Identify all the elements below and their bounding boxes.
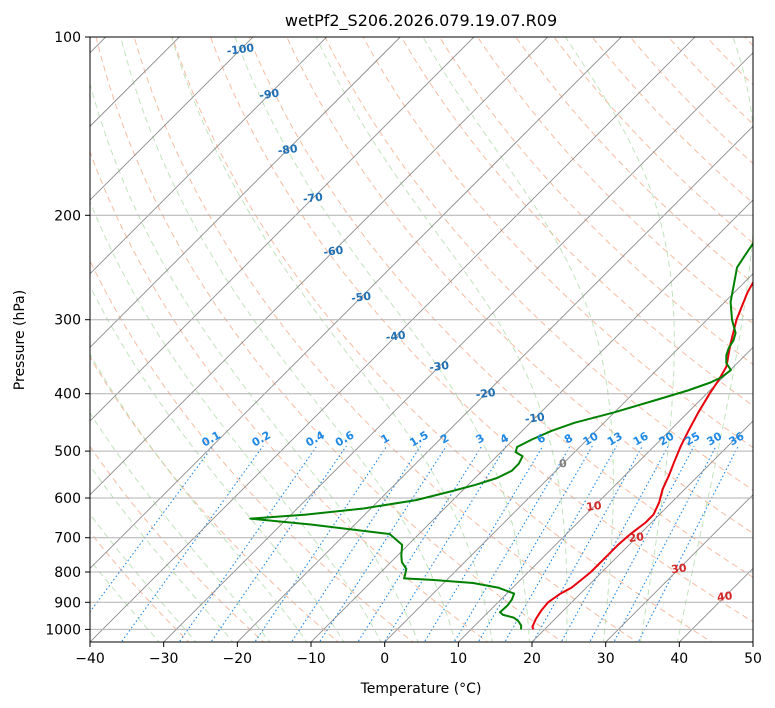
y-axis-label: Pressure (hPa) (12, 290, 28, 390)
isotherm-label: -100 (226, 41, 255, 58)
dry-adiabat (324, 37, 753, 491)
isotherm-line (310, 199, 753, 642)
isotherm-line (163, 52, 753, 642)
mixing-ratio-line (383, 445, 507, 642)
isotherm-label: 10 (585, 499, 602, 514)
mixing-ratio-line (637, 445, 739, 642)
isotherm-label: -80 (277, 142, 299, 158)
isotherm-label: 40 (716, 589, 733, 604)
isotherm-label: -20 (475, 386, 497, 402)
isotherm-line (90, 37, 254, 201)
isotherm-line (90, 37, 622, 570)
y-tick-label: 200 (54, 208, 81, 224)
x-tick-label: −20 (223, 651, 253, 667)
isotherm-line (236, 125, 753, 642)
dry-adiabat (400, 37, 753, 407)
moist-adiabat (90, 81, 419, 642)
x-tick-label: −40 (75, 651, 105, 667)
y-tick-label: 900 (54, 595, 81, 611)
mixing-ratio-line (357, 445, 483, 642)
isotherm-label: -10 (524, 410, 546, 426)
mixing-ratio-line (560, 445, 669, 642)
moist-adiabat (90, 200, 382, 642)
x-tick-label: 50 (744, 651, 762, 667)
x-tick-label: −30 (149, 651, 179, 667)
isotherm-label: -60 (323, 243, 345, 259)
isotherm-label: 20 (628, 530, 645, 545)
y-axis-ticks: 100 200 300 400 500 600 700 800 900 1000 (45, 30, 90, 638)
y-tick-label: 700 (54, 531, 81, 547)
mixing-ratio-line (423, 445, 544, 642)
dry-adiabat (286, 37, 753, 534)
isotherm-line (605, 494, 753, 642)
dry-adiabat (477, 37, 753, 325)
y-tick-label: 800 (54, 565, 81, 581)
isotherm-line (384, 273, 753, 642)
mixing-ratio-line (613, 445, 717, 642)
isotherm-line (90, 37, 475, 422)
dry-adiabat (90, 259, 414, 642)
isotherm-label: -40 (385, 328, 407, 344)
isotherm-line (90, 37, 696, 642)
isotherm-line (90, 37, 549, 496)
x-tick-label: 40 (670, 651, 688, 667)
dry-adiabat (362, 37, 753, 449)
isotherm-label: -50 (350, 289, 372, 305)
y-tick-label: 1000 (45, 622, 81, 638)
x-tick-label: 20 (523, 651, 541, 667)
dry-adiabat (438, 37, 753, 366)
mixing-ratio-line (120, 445, 264, 642)
isotherm-line (90, 37, 180, 127)
x-tick-label: 30 (597, 651, 615, 667)
y-tick-label: 600 (54, 491, 81, 507)
mixing-ratio-line (178, 445, 318, 642)
x-tick-label: −10 (296, 651, 326, 667)
mixing-ratio-line (453, 445, 571, 642)
y-tick-label: 400 (54, 387, 81, 403)
isobar-gridlines (90, 37, 753, 630)
mixing-ratio-line (532, 445, 643, 642)
isotherm-label: 30 (670, 561, 687, 576)
isotherm-label: -30 (428, 359, 450, 375)
mixing-ratio-line (318, 445, 447, 642)
mixing-ratio-line (210, 445, 347, 642)
isotherm-line (90, 37, 328, 275)
sounding-profiles (249, 241, 753, 630)
x-tick-label: 0 (380, 651, 389, 667)
skewed-isotherms (90, 37, 753, 642)
isotherm-label: -90 (259, 87, 281, 103)
mixing-ratio-lines (90, 445, 739, 642)
y-tick-label: 500 (54, 444, 81, 460)
isotherm-label: -70 (302, 190, 324, 206)
y-tick-label: 300 (54, 313, 81, 329)
temperature-line (531, 280, 753, 630)
x-tick-label: 10 (449, 651, 467, 667)
x-axis-label: Temperature (°C) (360, 681, 482, 697)
isotherm-line (531, 420, 753, 642)
dewpoint-line (249, 241, 753, 630)
isotherm-line (457, 346, 753, 642)
isotherm-label: 0 (558, 457, 568, 471)
x-axis-ticks: −40 −30 −20 −10 0 10 20 30 40 50 (75, 642, 762, 667)
y-tick-label: 100 (54, 30, 81, 46)
isotherm-line (90, 37, 401, 348)
mixing-ratio-line (589, 445, 695, 642)
dry-adiabat (248, 37, 753, 578)
chart-title: wetPf2_S206.2026.079.19.07.R09 (285, 11, 557, 31)
plot-frame (89, 36, 754, 643)
